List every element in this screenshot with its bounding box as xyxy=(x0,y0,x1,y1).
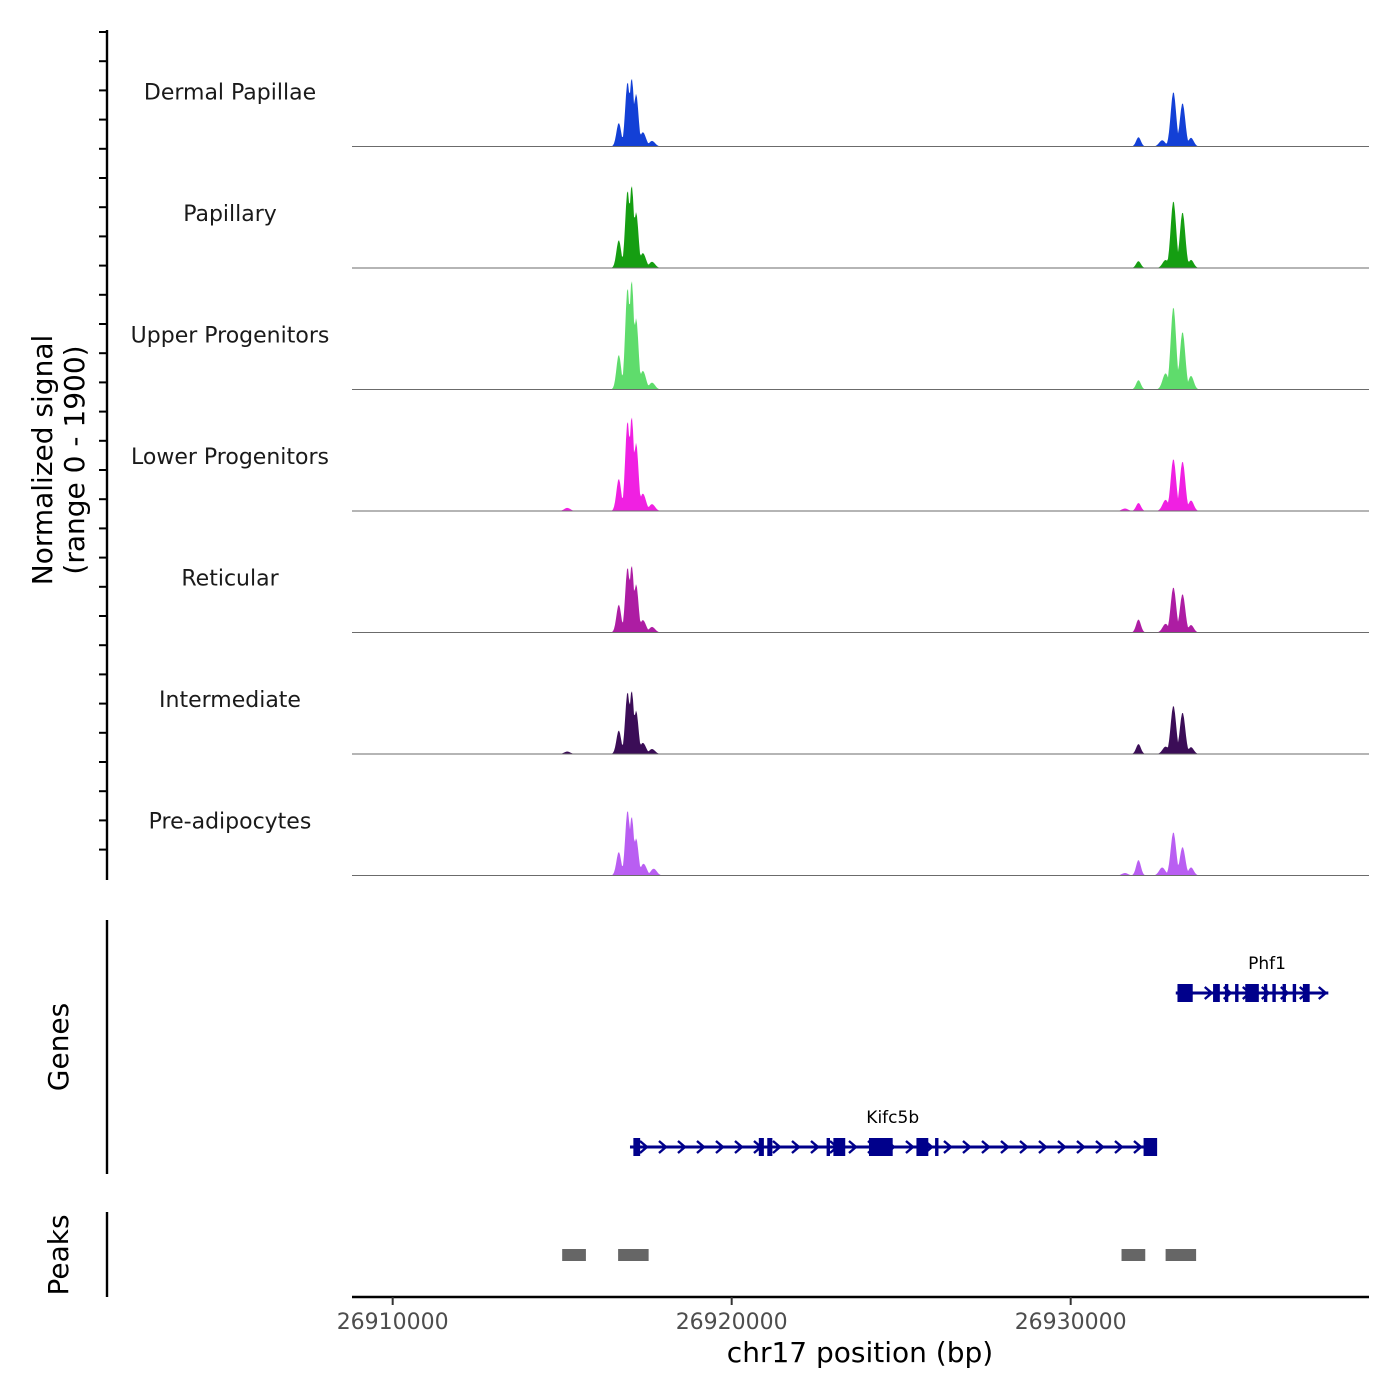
exon xyxy=(833,1138,846,1156)
exon xyxy=(1263,984,1268,1002)
exon xyxy=(1245,984,1259,1002)
exon xyxy=(767,1138,773,1156)
track: Reticular xyxy=(181,566,1369,634)
peaks-panel-title: Peaks xyxy=(42,1214,75,1295)
exon xyxy=(826,1138,830,1156)
strand-arrow xyxy=(1114,1140,1124,1154)
strand-arrow xyxy=(1057,1140,1067,1154)
strand-arrow xyxy=(905,1140,915,1154)
strand-arrow xyxy=(677,1140,687,1154)
gene: Phf1 xyxy=(1175,954,1329,1002)
exon xyxy=(935,1138,939,1156)
x-axis-ticks: 26910000 26920000 26930000 xyxy=(337,1297,1127,1335)
track: Lower Progenitors xyxy=(131,417,1369,512)
strand-arrow xyxy=(734,1140,744,1154)
strand-arrow xyxy=(1038,1140,1048,1154)
exon xyxy=(1302,984,1310,1002)
strand-arrow xyxy=(696,1140,706,1154)
track-label: Lower Progenitors xyxy=(131,445,329,470)
x-tick-label: 26920000 xyxy=(676,1310,788,1335)
exon xyxy=(1292,984,1297,1002)
track: Papillary xyxy=(183,186,1369,269)
signal-tracks: Dermal Papillae Papillary Upper Progenitor… xyxy=(131,78,1369,877)
strand-arrow xyxy=(658,1140,668,1154)
track-label: Pre-adipocytes xyxy=(149,810,312,835)
peak-region xyxy=(1165,1249,1197,1261)
peak-region xyxy=(618,1249,649,1261)
peaks-panel xyxy=(562,1249,1197,1261)
strand-arrow xyxy=(1095,1140,1105,1154)
strand-arrow xyxy=(1133,1140,1143,1154)
exon xyxy=(1213,984,1220,1002)
track: Upper Progenitors xyxy=(131,281,1369,391)
strand-arrow xyxy=(848,1140,858,1154)
exon xyxy=(1235,984,1239,1002)
x-tick-label: 26910000 xyxy=(337,1310,449,1335)
strand-arrow xyxy=(772,1140,782,1154)
strand-arrow xyxy=(981,1140,991,1154)
exon xyxy=(916,1138,929,1156)
track: Dermal Papillae xyxy=(144,78,1369,148)
signal-axis-ticks xyxy=(99,31,107,851)
peak-region xyxy=(562,1249,586,1261)
strand-arrow xyxy=(791,1140,801,1154)
x-axis-title: chr17 position (bp) xyxy=(727,1336,993,1369)
exon xyxy=(1177,984,1193,1002)
track: Intermediate xyxy=(159,688,1369,755)
gene-label: Kifc5b xyxy=(866,1108,919,1128)
gene-label: Phf1 xyxy=(1248,954,1286,974)
strand-arrow xyxy=(943,1140,953,1154)
track: Pre-adipocytes xyxy=(149,810,1369,877)
strand-arrow xyxy=(639,1140,649,1154)
x-tick-label: 26930000 xyxy=(1015,1310,1127,1335)
track-label: Papillary xyxy=(183,202,277,227)
track-label: Upper Progenitors xyxy=(131,324,330,349)
signal-axis-title: Normalized signal xyxy=(26,335,59,586)
exon xyxy=(1224,984,1229,1002)
exon xyxy=(758,1138,764,1156)
strand-arrow xyxy=(715,1140,725,1154)
track-label: Dermal Papillae xyxy=(144,81,316,106)
strand-arrow xyxy=(1203,986,1214,1000)
strand-arrow xyxy=(1076,1140,1086,1154)
genes-panel-title: Genes xyxy=(42,1003,75,1091)
exon xyxy=(633,1138,641,1156)
track-label: Intermediate xyxy=(159,688,301,713)
strand-arrow xyxy=(810,1140,820,1154)
peak-region xyxy=(1121,1249,1146,1261)
gene: Kifc5b xyxy=(629,1108,1158,1156)
signal-axis-range: (range 0 - 1900) xyxy=(58,345,91,574)
strand-arrow xyxy=(1317,986,1328,1000)
strand-arrow xyxy=(1000,1140,1010,1154)
exon xyxy=(868,1138,893,1156)
genes-panel: Phf1 Kifc5b xyxy=(629,954,1329,1156)
exon xyxy=(1143,1138,1158,1156)
exon xyxy=(1272,984,1276,1002)
strand-arrow xyxy=(962,1140,972,1154)
track-label: Reticular xyxy=(181,567,279,592)
strand-arrow xyxy=(1019,1140,1029,1154)
exon xyxy=(1282,984,1286,1002)
